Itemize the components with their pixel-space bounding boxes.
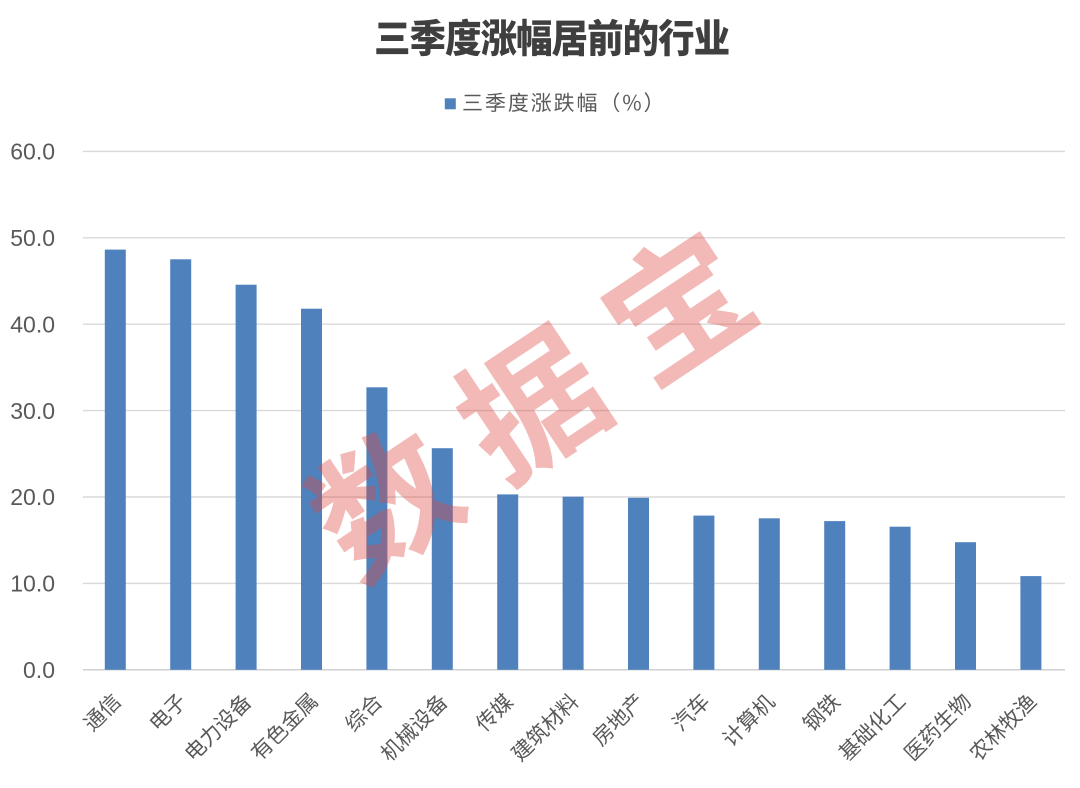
svg-text:60.0: 60.0 — [10, 139, 55, 165]
svg-text:20.0: 20.0 — [10, 484, 55, 510]
svg-text:10.0: 10.0 — [10, 571, 55, 597]
svg-text:50.0: 50.0 — [10, 225, 55, 251]
svg-text:40.0: 40.0 — [10, 311, 55, 337]
svg-text:0.0: 0.0 — [23, 657, 55, 683]
svg-text:30.0: 30.0 — [10, 398, 55, 424]
